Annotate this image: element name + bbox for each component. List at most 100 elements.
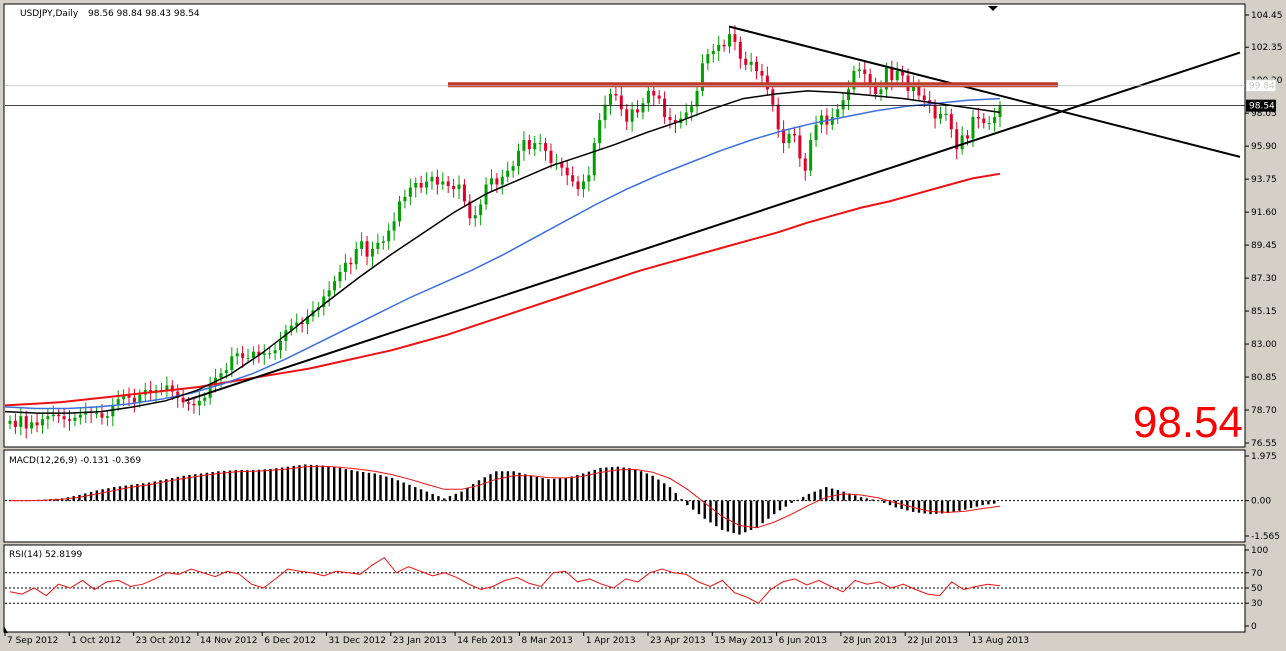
candle-body [24,416,28,429]
macd-signal-line [10,465,1001,529]
candle-body [68,419,72,421]
macd-bar [211,472,214,501]
rsi-tick-label: 0 [1251,622,1257,632]
candle-body [782,129,786,144]
macd-bar [130,484,133,501]
candle-body [457,184,461,190]
resistance-trendline [728,25,1241,158]
macd-bar [367,472,371,501]
candle-body [370,248,374,257]
candle-body [976,117,980,119]
rsi-line [9,556,1001,604]
macd-bar [286,466,290,501]
candle-body [636,109,640,113]
macd-bar [159,480,162,501]
candle-body [944,113,948,115]
macd-bar [199,473,203,501]
candle-body [901,70,905,76]
macd-bar [518,472,521,501]
candle-body [527,140,531,150]
candle-body [224,370,228,374]
candle-body [722,44,726,47]
candle-body [728,34,732,47]
candle-body [668,117,672,121]
candle-body [208,383,212,398]
candle-body [619,95,623,110]
macd-bar [269,468,272,501]
x-tick-label: 6 Dec 2012 [264,636,316,646]
macd-bar [385,476,388,501]
candle-body [771,89,775,105]
candle-body [657,95,661,99]
macd-bar [726,500,730,532]
candle-body [868,74,872,85]
x-tick-label: 23 Oct 2012 [136,636,192,646]
candle-body [852,70,856,90]
candle-body [663,98,667,118]
candle-body [571,175,575,182]
macd-bar [697,500,701,515]
chart-ohlc: 98.56 98.84 98.43 98.54 [88,9,200,19]
macd-bar [830,488,834,501]
macd-bar [859,497,863,501]
candle-body [776,104,780,130]
macd-bar [894,500,897,508]
candle-body [138,394,142,403]
candle-body [95,413,99,415]
candle-body [673,120,677,124]
candle-body [419,182,423,188]
ma-50-line [4,90,1001,414]
rsi-label: RSI(14) 52.8199 [9,550,82,560]
candle-body [203,397,207,401]
candle-body [495,178,499,185]
macd-bar [871,499,874,501]
candle-body [300,322,304,325]
candle-body [798,135,802,159]
candle-body [560,163,564,168]
macd-bar [541,478,544,501]
macd-bar [796,499,799,501]
macd-bar [194,474,197,501]
macd-bar [512,471,515,501]
candle-body [917,84,921,96]
macd-bar [113,487,116,501]
candle-body [955,129,959,150]
candle-body [966,135,970,139]
macd-bar [263,469,266,501]
price-tick-label: 95.90 [1251,142,1277,152]
macd-bar [819,489,822,501]
candle-body [187,402,191,404]
macd-bar [842,491,845,501]
macd-bar [471,484,475,501]
macd-bar [379,475,382,501]
macd-bar [813,491,816,501]
macd-bar [674,493,677,501]
candle-body [452,186,456,190]
candle-body [603,104,607,121]
macd-bar [344,468,347,501]
macd-bar [581,473,585,501]
candle-body [895,70,899,81]
candle-body [576,181,580,190]
macd-bar [529,475,533,501]
big-price-readout: 98.54 [1133,398,1243,447]
candle-body [489,178,493,185]
macd-bar [848,493,851,501]
candle-body [176,391,180,398]
macd-bar [987,500,990,505]
macd-bar [790,500,793,503]
candle-body [598,120,602,144]
macd-bar [437,496,440,501]
macd-bar [333,467,336,501]
candle-body [365,241,369,257]
macd-bar [865,498,869,501]
macd-bar [448,496,452,501]
macd-bar [176,476,180,501]
macd-bar [304,464,307,501]
candle-body [500,176,504,185]
macd-bar [124,485,127,501]
candle-body [473,215,477,219]
x-tick-label: 15 May 2013 [714,636,773,646]
last-price-tag [1246,99,1276,112]
macd-bar [188,475,191,501]
